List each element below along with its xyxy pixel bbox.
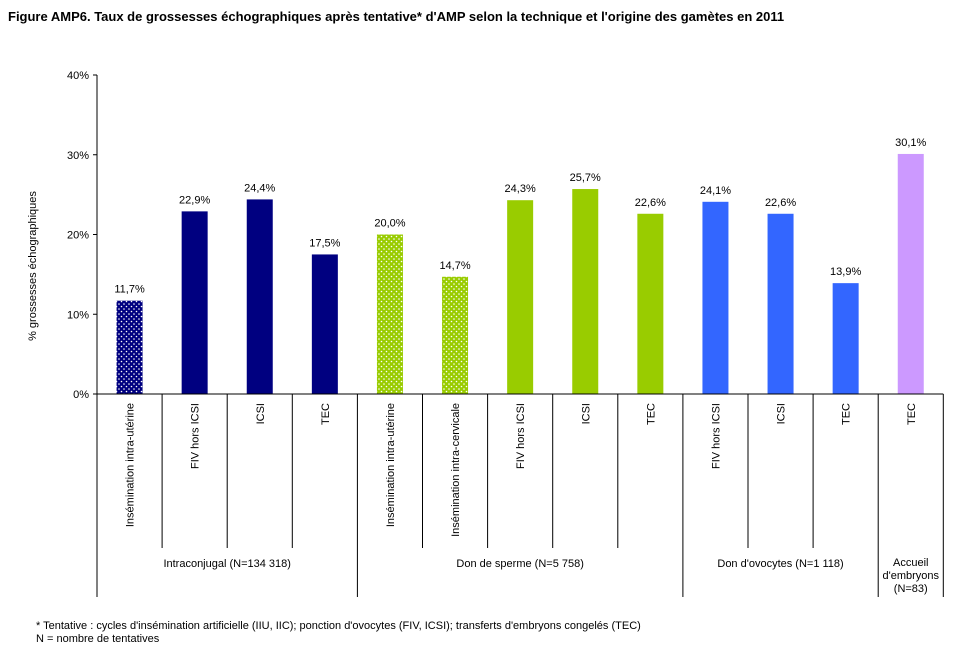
data-label: 22,9% (179, 194, 210, 206)
data-label: 20,0% (374, 218, 405, 230)
y-tick-label: 10% (67, 309, 89, 321)
data-label: 22,6% (635, 197, 666, 209)
footnote-line-1: * Tentative : cycles d'insémination arti… (36, 620, 641, 632)
category-label: ICSI (255, 403, 267, 424)
data-label: 17,5% (309, 237, 340, 249)
bar (702, 201, 729, 394)
category-label: TEC (906, 403, 918, 425)
category-label: TEC (645, 403, 657, 425)
data-label: 24,4% (244, 182, 275, 194)
chart-title: Figure AMP6. Taux de grossesses échograp… (8, 9, 785, 24)
bar (507, 200, 534, 394)
data-label: 13,9% (830, 266, 861, 278)
footnote-line-2: N = nombre de tentatives (36, 633, 160, 645)
group-label: Accueil d'embryons (N=83) (882, 557, 939, 595)
bar (897, 153, 924, 394)
y-tick-label: 20% (67, 230, 89, 242)
bar (572, 189, 599, 394)
group-label: Don de sperme (N=5 758) (456, 558, 583, 570)
data-label: 11,7% (114, 284, 145, 296)
data-label: 24,1% (700, 185, 731, 197)
bar (246, 199, 273, 394)
category-label: ICSI (580, 403, 592, 424)
data-label: 30,1% (895, 137, 926, 149)
category-label: ICSI (776, 403, 788, 424)
category-label: TEC (320, 403, 332, 425)
group-label: Don d'ovocytes (N=1 118) (717, 558, 843, 570)
data-label: 14,7% (439, 260, 470, 272)
y-tick-label: 0% (73, 389, 89, 401)
category-label: FIV hors ICSI (710, 403, 722, 469)
y-tick-label: 30% (67, 150, 89, 162)
category-label: Insémination intra-cervicale (450, 403, 462, 537)
bar (181, 211, 208, 394)
y-tick-label: 40% (67, 70, 89, 82)
group-label: Intraconjugal (N=134 318) (163, 558, 291, 570)
bar (376, 234, 403, 394)
bar-chart: 0% 10% 20% 30% 40% 11,7% 22,9% 24,4% 17,5% 20,0%… (27, 70, 944, 597)
category-label: Insémination intra-utérine (385, 403, 397, 527)
bar (442, 276, 469, 394)
bar (767, 213, 794, 394)
category-label: FIV hors ICSI (515, 403, 527, 469)
category-label: Insémination intra-utérine (125, 403, 137, 527)
category-label: FIV hors ICSI (190, 403, 202, 469)
bar (637, 213, 664, 394)
y-axis-label: % grossesses échographiques (27, 191, 39, 341)
category-label: TEC (841, 403, 853, 425)
bar (311, 254, 338, 394)
bar (832, 283, 859, 394)
footnote: * Tentative : cycles d'insémination arti… (36, 620, 641, 646)
bar (116, 300, 143, 394)
data-label: 24,3% (505, 183, 536, 195)
data-label: 22,6% (765, 197, 796, 209)
data-label: 25,7% (570, 172, 601, 184)
